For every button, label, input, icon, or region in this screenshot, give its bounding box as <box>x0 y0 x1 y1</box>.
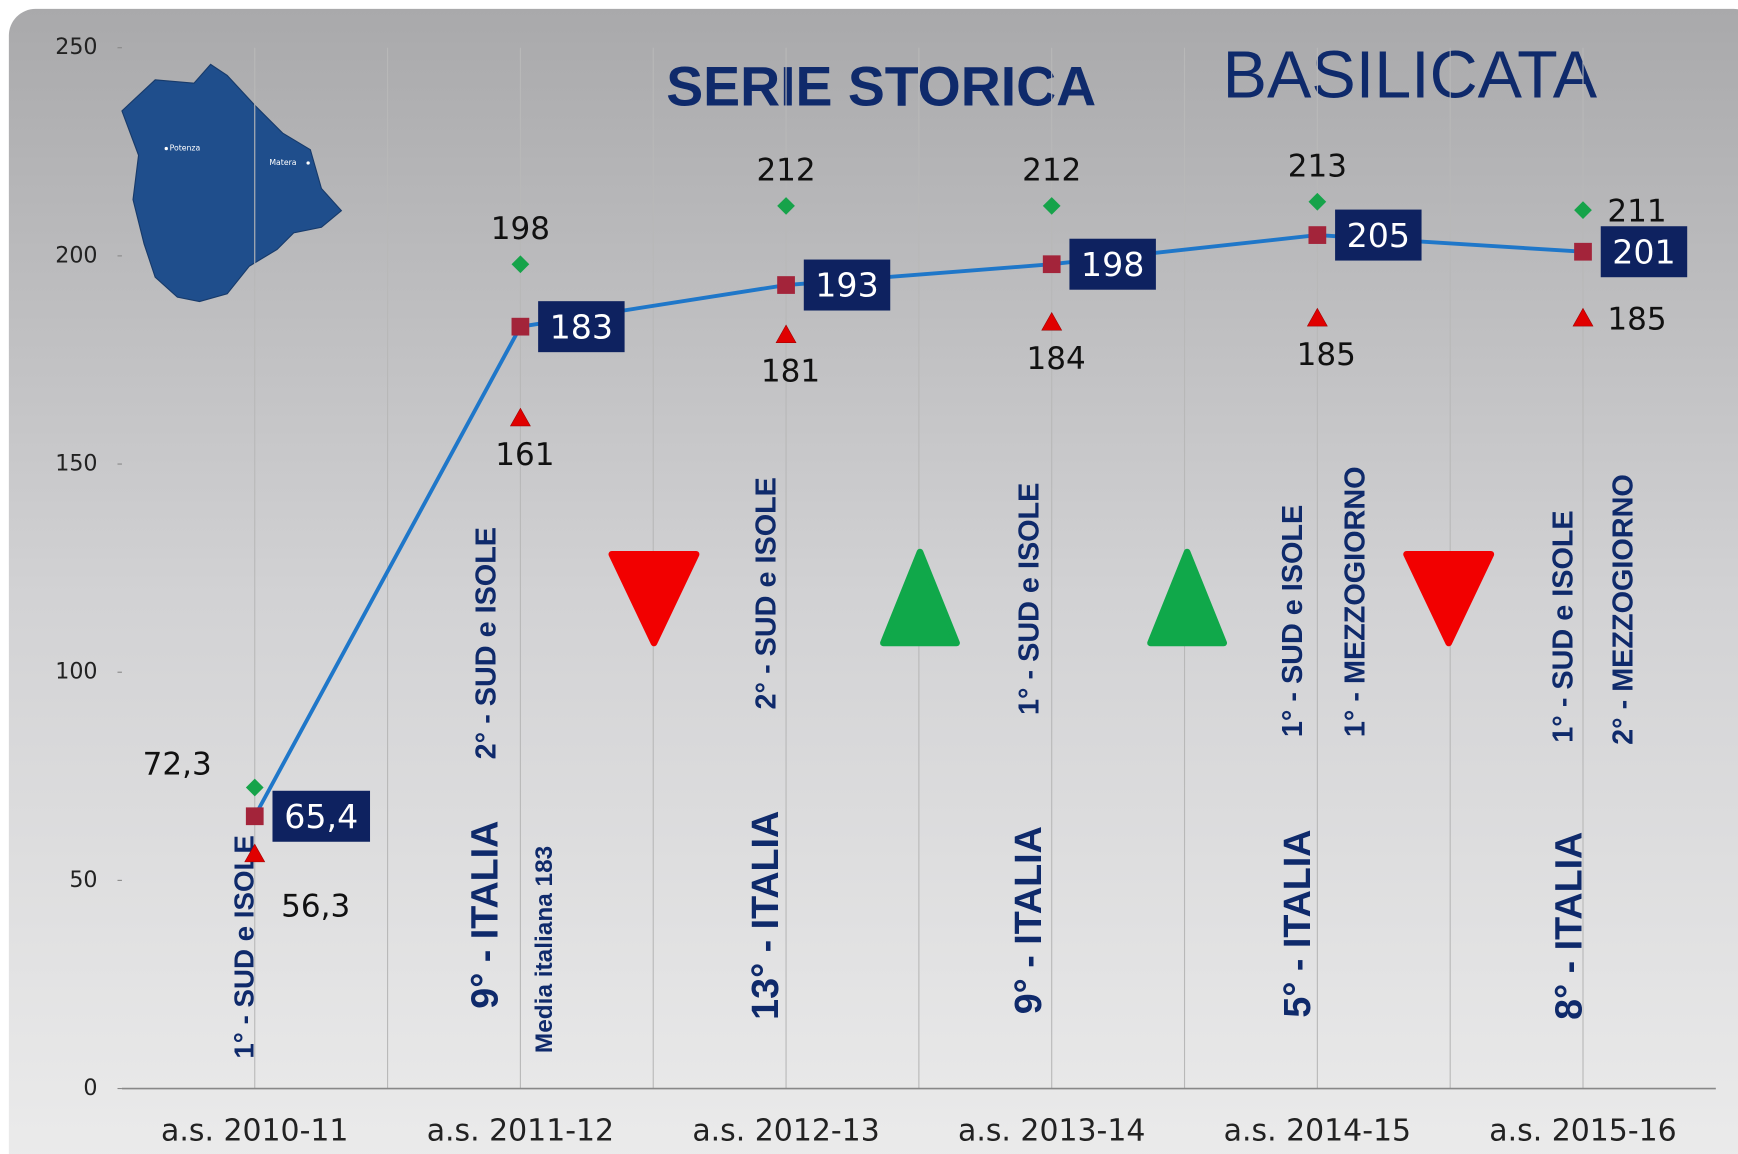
min-marker <box>1306 307 1328 327</box>
value-label: 205 <box>1347 216 1410 255</box>
max-label: 211 <box>1607 193 1666 229</box>
max-label: 213 <box>1288 148 1347 184</box>
min-label: 161 <box>495 437 554 473</box>
min-label: 185 <box>1297 337 1356 373</box>
max-marker <box>777 197 795 215</box>
value-label-box <box>1600 226 1688 278</box>
x-tick-label: a.s. 2011-12 <box>427 1113 614 1148</box>
value-label-box <box>803 259 891 311</box>
trend-arrow <box>1147 548 1228 647</box>
trend-arrow <box>1403 550 1495 647</box>
min-label: 184 <box>1027 341 1086 377</box>
min-label: 56,3 <box>281 888 350 924</box>
min-marker <box>244 843 266 863</box>
value-label-box <box>272 790 371 842</box>
annotation: 2° - SUD e ISOLE <box>470 527 502 759</box>
min-label: 185 <box>1607 302 1666 338</box>
x-tick-label: a.s. 2010-11 <box>161 1113 348 1148</box>
min-label: 181 <box>761 354 820 390</box>
min-marker <box>1572 307 1594 327</box>
annotation: 9° - ITALIA <box>464 821 506 1009</box>
annotation: 1° - SUD e ISOLE <box>1548 510 1580 742</box>
y-tick-label: 50 <box>69 867 97 893</box>
max-marker <box>245 778 264 797</box>
value-label: 201 <box>1612 232 1675 271</box>
max-label: 198 <box>491 211 550 247</box>
map-dot <box>306 161 310 165</box>
annotation: 1° - SUD e ISOLE <box>1013 483 1045 715</box>
map-dot <box>164 146 168 151</box>
min-marker <box>509 407 531 427</box>
annotation: 2° - SUD e ISOLE <box>751 477 783 709</box>
map-label: Potenza <box>170 144 201 153</box>
value-label: 183 <box>550 307 613 346</box>
max-label: 212 <box>1022 153 1081 189</box>
y-tick-label: 100 <box>55 659 97 685</box>
y-tick-label: 200 <box>55 242 97 268</box>
max-marker <box>1308 192 1327 211</box>
value-label: 193 <box>815 266 878 305</box>
value-label: 65,4 <box>284 797 358 836</box>
x-tick-label: a.s. 2014-15 <box>1224 1113 1411 1148</box>
value-label-box <box>1069 238 1156 290</box>
annotation: 5° - ITALIA <box>1276 830 1318 1018</box>
map-label: Matera <box>269 158 296 167</box>
min-marker <box>775 324 797 344</box>
point <box>1574 242 1592 261</box>
chart-title: SERIE STORICA <box>666 56 1096 118</box>
annotation: 1° - SUD e ISOLE <box>228 835 259 1059</box>
trend-arrow <box>880 548 960 647</box>
y-tick-label: 150 <box>55 451 97 477</box>
x-tick-label: a.s. 2013-14 <box>958 1113 1145 1148</box>
background <box>8 8 1738 1154</box>
annotation: 9° - ITALIA <box>1007 826 1049 1014</box>
point <box>1042 255 1061 274</box>
annotation: 1° - MEZZOGIORNO <box>1339 466 1371 737</box>
min-marker <box>1041 311 1063 331</box>
value-label-box <box>538 301 625 353</box>
y-tick-label: 0 <box>83 1075 97 1101</box>
value-label: 198 <box>1081 245 1144 284</box>
point <box>245 807 264 826</box>
y-tick-label: 250 <box>55 34 97 60</box>
point <box>511 317 530 336</box>
trend-arrow <box>608 550 700 647</box>
max-marker <box>1042 197 1061 215</box>
map <box>121 63 343 303</box>
x-tick-label: a.s. 2012-13 <box>692 1113 879 1148</box>
point <box>1308 226 1327 244</box>
max-label: 72,3 <box>143 746 212 782</box>
point <box>777 276 795 294</box>
annotation: 8° - ITALIA <box>1548 832 1590 1020</box>
annotation: Media italiana 183 <box>531 846 558 1053</box>
chart-subtitle: BASILICATA <box>1223 38 1598 112</box>
x-tick-label: a.s. 2015-16 <box>1489 1113 1676 1148</box>
annotation: 13° - ITALIA <box>744 811 786 1020</box>
annotation: 2° - MEZZOGIORNO <box>1608 474 1640 745</box>
value-label-box <box>1335 209 1422 261</box>
max-label: 212 <box>756 153 815 189</box>
annotation: 1° - SUD e ISOLE <box>1277 505 1309 737</box>
